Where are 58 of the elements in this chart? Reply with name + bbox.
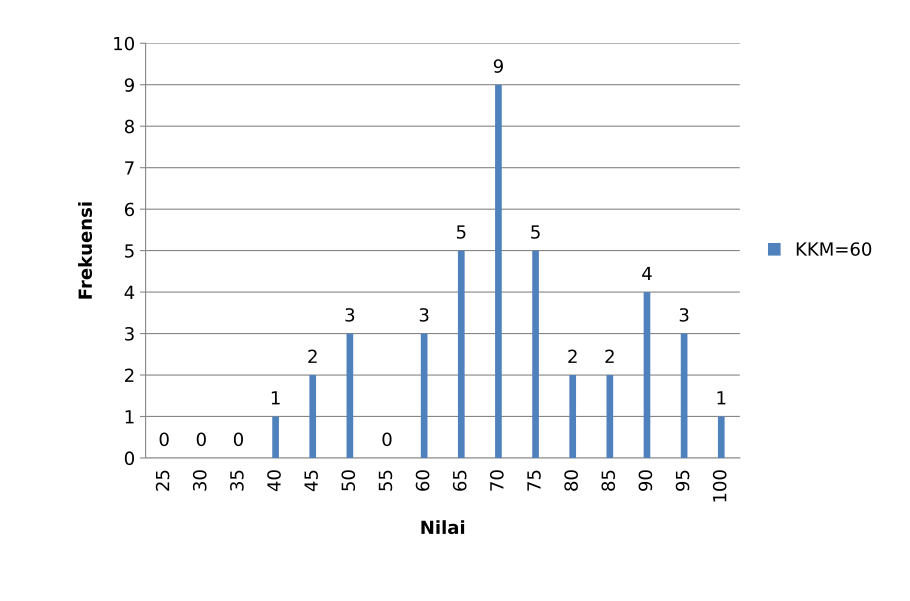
x-tick-label: 65	[452, 470, 467, 491]
x-tick-label: 45	[304, 470, 318, 492]
bar	[718, 416, 725, 458]
data-label: 0	[234, 432, 243, 446]
bar	[458, 250, 465, 458]
y-tick-label: 0	[124, 451, 134, 466]
x-tick-label: 25	[156, 470, 170, 491]
data-label: 1	[718, 391, 726, 404]
bar	[569, 375, 576, 458]
x-axis-title: Nilai	[421, 520, 464, 534]
bar	[309, 375, 316, 458]
bar	[346, 334, 354, 458]
data-label: 5	[531, 225, 540, 239]
y-tick-label: 3	[125, 327, 134, 341]
y-tick-label: 5	[125, 244, 134, 258]
bar	[680, 334, 688, 458]
data-label: 2	[308, 350, 317, 363]
data-label: 5	[456, 225, 466, 239]
y-tick-label: 10	[114, 36, 134, 50]
y-tick-label: 6	[124, 202, 134, 216]
bar	[272, 416, 279, 458]
x-tick-label: 35	[230, 470, 244, 491]
x-tick-label: 85	[601, 470, 616, 491]
bar	[532, 250, 539, 458]
data-label: 0	[382, 432, 392, 446]
x-tick-label: 75	[527, 470, 541, 491]
data-label: 3	[680, 308, 688, 322]
x-tick-label: 50	[341, 470, 356, 491]
x-tick-label: 90	[638, 470, 652, 491]
data-label: 2	[568, 350, 577, 363]
bar	[644, 292, 650, 458]
x-tick-label: 60	[416, 470, 430, 491]
y-tick-label: 2	[125, 368, 134, 382]
bar	[495, 84, 502, 458]
bar	[420, 334, 428, 458]
legend-label: KKM=60	[796, 242, 872, 256]
y-tick-label: 9	[124, 78, 134, 92]
y-tick-label: 4	[124, 286, 134, 299]
y-tick-label: 8	[124, 120, 134, 134]
x-tick-label: 55	[378, 470, 392, 491]
x-tick-label: 80	[564, 470, 578, 491]
x-tick-label: 40	[267, 470, 281, 492]
x-tick-label: 100	[712, 470, 726, 502]
data-label: 3	[420, 308, 428, 322]
y-tick-label: 1	[126, 410, 134, 424]
data-label: 9	[494, 59, 503, 73]
x-tick-label: 70	[490, 470, 504, 491]
data-label: 0	[160, 432, 169, 446]
data-label: 4	[642, 266, 652, 280]
data-label: 3	[346, 308, 354, 322]
bar	[606, 375, 614, 458]
data-label: 0	[196, 432, 206, 446]
x-tick-label: 95	[676, 470, 690, 491]
data-label: 1	[272, 391, 280, 404]
x-tick-label: 30	[192, 470, 207, 491]
y-tick-label: 7	[125, 161, 134, 175]
data-label: 2	[605, 350, 614, 363]
y-axis-title: Frekuensi	[78, 202, 92, 299]
